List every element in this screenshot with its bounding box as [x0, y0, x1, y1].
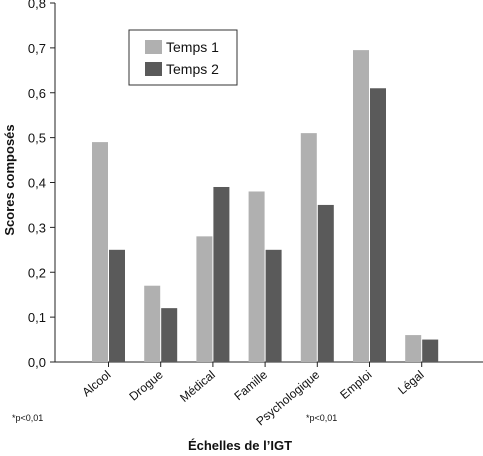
- y-tick-label: 0,0: [28, 355, 46, 370]
- y-tick-label: 0,5: [28, 131, 46, 146]
- legend-swatch-temps-1: [145, 40, 162, 54]
- bar-temps-1-5: [353, 50, 369, 363]
- bar-temps-2-2: [213, 186, 230, 362]
- significance-note-left: *p<0,01: [12, 413, 43, 423]
- category-label: Légal: [395, 368, 427, 398]
- legend-swatch-temps-2: [145, 62, 162, 76]
- legend-label-temps-1: Temps 1: [166, 39, 219, 55]
- y-tick-label: 0,6: [28, 86, 46, 101]
- bar-temps-2-0: [109, 249, 125, 362]
- bar-temps-2-4: [317, 204, 334, 362]
- bars-layer: [92, 50, 439, 363]
- significance-note-right: *p<0,01: [306, 413, 337, 423]
- bar-temps-2-3: [265, 249, 282, 362]
- category-label: Alcool: [79, 368, 113, 400]
- bar-temps-1-2: [196, 236, 213, 362]
- bar-temps-1-4: [300, 133, 317, 362]
- bar-temps-1-3: [248, 191, 265, 362]
- y-tick-label: 0,7: [28, 41, 46, 56]
- bar-temps-1-0: [92, 142, 108, 362]
- category-label: Famille: [231, 367, 270, 403]
- y-tick-label: 0,1: [28, 310, 46, 325]
- bar-temps-2-1: [161, 308, 178, 362]
- category-label: Médical: [177, 368, 218, 405]
- x-axis-title: Échelles de l’IGT: [188, 438, 292, 453]
- y-axis-title: Scores composés: [2, 124, 17, 235]
- y-tick-label: 0,3: [28, 220, 46, 235]
- legend: Temps 1 Temps 2: [128, 29, 238, 86]
- y-tick-label: 0,4: [28, 176, 46, 191]
- y-tick-label: 0,8: [28, 0, 46, 11]
- category-label: Drogue: [126, 367, 165, 403]
- y-tick-label: 0,2: [28, 265, 46, 280]
- bar-temps-2-6: [422, 339, 439, 362]
- bar-temps-1-1: [144, 285, 161, 362]
- category-label: Emploi: [337, 368, 374, 402]
- legend-label-temps-2: Temps 2: [166, 61, 219, 77]
- bar-temps-2-5: [370, 88, 386, 362]
- bar-temps-1-6: [405, 335, 422, 362]
